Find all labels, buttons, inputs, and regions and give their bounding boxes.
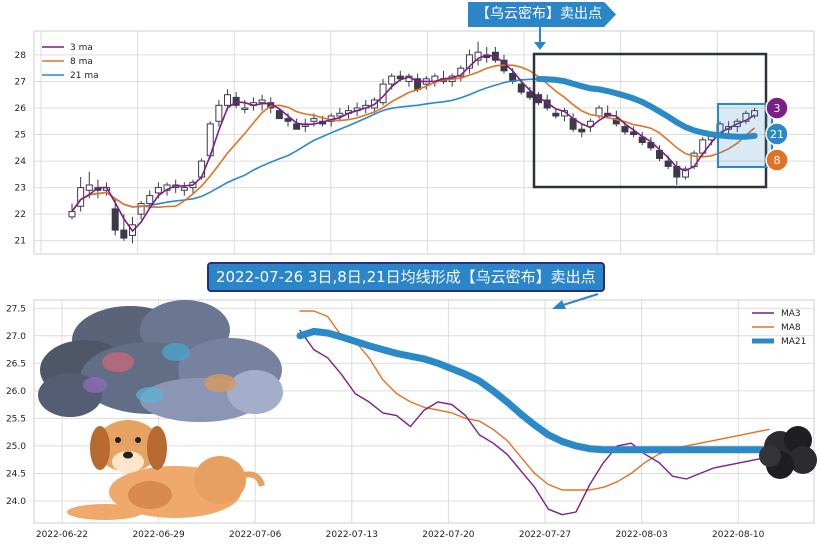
candle-body	[146, 195, 154, 205]
candle-body	[310, 118, 318, 122]
candle-body	[137, 203, 145, 215]
mid-callout-pointer	[559, 293, 599, 307]
candle-body	[198, 160, 206, 178]
bottom-x-tick-label: 2022-06-29	[132, 530, 185, 540]
legend-8ma-label: 8 ma	[70, 57, 93, 67]
top-plot-frame	[33, 30, 815, 255]
candle-body	[396, 75, 404, 80]
badge-21-circle	[765, 122, 789, 146]
top-y-tick-label: 23	[15, 184, 26, 194]
candle-body	[241, 107, 249, 110]
ma3-series-line	[299, 329, 770, 516]
candle-body	[111, 208, 119, 231]
candle-body	[595, 107, 603, 117]
bottom-y-tick-label: 26.0	[6, 387, 26, 397]
bottom-x-tick-label: 2022-06-22	[36, 530, 88, 540]
ma3-line	[71, 54, 756, 233]
candle-body	[742, 112, 750, 122]
bottom-y-axis-ticks: 24.0 24.5 25.0 25.5 26.0 26.5 27.0 27.5	[6, 304, 26, 507]
bottom-x-tick-label: 2022-07-27	[519, 530, 571, 540]
candle-body	[517, 83, 525, 93]
top-y-tick-label: 26	[15, 104, 27, 114]
top-y-tick-label: 21	[15, 237, 26, 247]
top-y-tick-label: 22	[15, 210, 26, 220]
candle-body	[180, 187, 188, 191]
bottom-legend: MA3 MA8 MA21	[752, 309, 806, 347]
candle-body	[284, 118, 292, 122]
candle-body	[258, 99, 266, 104]
ma21-series-line	[296, 327, 773, 454]
legend-3ma-label: 3 ma	[70, 43, 93, 53]
candle-body	[474, 51, 482, 61]
bottom-x-axis-ticks: 2022-06-22 2022-06-29 2022-07-06 2022-07-13…	[36, 530, 765, 540]
candle-body	[154, 187, 162, 194]
candle-body	[85, 184, 93, 191]
top-callout-arrowhead	[534, 42, 546, 50]
bottom-ma-lines	[296, 310, 773, 516]
candle-body	[215, 104, 223, 122]
ma8-line	[71, 64, 756, 212]
top-callout: 【乌云密布】卖出点	[468, 2, 616, 27]
badge-3-circle	[765, 96, 789, 120]
legend-21ma-label: 21 ma	[70, 71, 99, 81]
ma-badges: 3 21 8	[765, 96, 789, 172]
legend-ma3-label: MA3	[781, 309, 801, 319]
top-y-tick-label: 27	[15, 77, 26, 87]
candle-body	[552, 112, 560, 117]
bottom-y-tick-label: 25.0	[6, 442, 26, 452]
candle-body	[388, 75, 396, 85]
bottom-y-tick-label: 24.0	[6, 497, 26, 507]
top-legend: 3 ma 8 ma 21 ma	[42, 43, 99, 81]
candle-body	[681, 168, 689, 178]
candle-body	[275, 110, 283, 120]
candlestick-chart: 21 22 23 24 25 26 27 28 3 ma 8 ma 21 ma 3 21 8	[15, 27, 815, 255]
dog-illustration	[67, 420, 265, 520]
top-y-axis-ticks: 21 22 23 24 25 26 27 28	[15, 51, 27, 247]
candle-body	[77, 187, 85, 207]
storm-cloud-illustration	[38, 300, 283, 422]
cross-highlight-box	[717, 103, 773, 168]
mid-callout-arrowhead	[552, 300, 566, 309]
badge-3-label: 3	[774, 102, 781, 115]
candle-body	[68, 211, 76, 218]
bottom-x-tick-label: 2022-08-03	[615, 530, 667, 540]
top-y-tick-label: 24	[15, 157, 27, 167]
candle-body	[621, 126, 629, 133]
dark-cloud-region-box	[532, 52, 768, 189]
candle-body	[336, 112, 344, 117]
legend-ma21-label: MA21	[781, 337, 806, 347]
bottom-x-tick-label: 2022-07-06	[229, 530, 282, 540]
dark-cloud-icon	[759, 426, 817, 479]
bottom-y-tick-label: 27.5	[6, 304, 26, 314]
mid-callout: 2022-07-26 3日,8日,21日均线形成【乌云密布】卖出点	[207, 262, 605, 292]
bottom-y-tick-label: 25.5	[6, 414, 26, 424]
candle-body	[120, 229, 128, 239]
bottom-x-tick-label: 2022-08-10	[712, 530, 765, 540]
candle-body	[224, 94, 232, 106]
badge-21-label: 21	[770, 128, 784, 141]
top-y-tick-label: 25	[15, 131, 26, 141]
candle-body	[293, 123, 301, 130]
badge-8-circle	[765, 148, 789, 172]
candle-body	[664, 160, 672, 167]
candles	[68, 41, 759, 244]
candle-body	[578, 128, 586, 133]
bottom-y-tick-label: 26.5	[6, 359, 26, 369]
bottom-y-tick-label: 24.5	[6, 469, 26, 479]
bottom-y-tick-label: 27.0	[6, 332, 26, 342]
candle-body	[612, 118, 620, 125]
ma8-series-line	[299, 310, 770, 491]
top-y-tick-label: 28	[15, 51, 27, 61]
candle-body	[465, 54, 473, 69]
legend-ma8-label: MA8	[781, 323, 801, 333]
ma-line-chart: 24.0 24.5 25.0 25.5 26.0 26.5 27.0 27.5 2022-06…	[6, 293, 817, 540]
bottom-x-tick-label: 2022-07-13	[326, 530, 378, 540]
badge-8-label: 8	[774, 154, 781, 167]
bottom-x-tick-label: 2022-07-20	[422, 530, 475, 540]
